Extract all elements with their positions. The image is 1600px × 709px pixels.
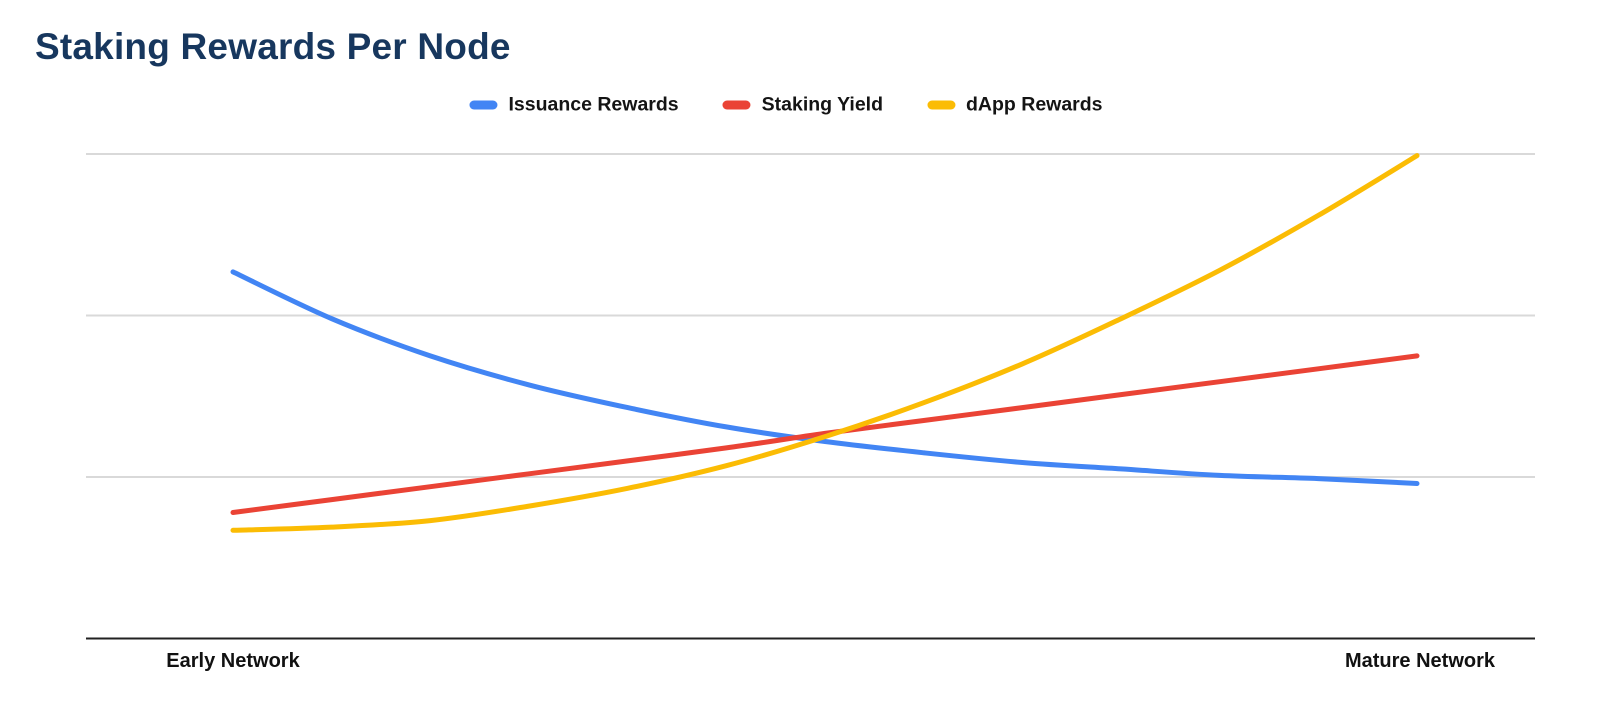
issuance-rewards-swatch-icon <box>469 100 498 110</box>
chart-title: Staking Rewards Per Node <box>35 26 511 67</box>
dapp-rewards-swatch-icon <box>927 100 956 110</box>
legend-item-dapp-rewards: dApp Rewards <box>927 94 1103 117</box>
legend-item-staking-yield: Staking Yield <box>722 93 884 117</box>
legend-label-staking-yield: Staking Yield <box>761 93 884 116</box>
legend-item-issuance-rewards: Issuance Rewards <box>469 93 679 117</box>
x-axis-label-mature-network: Mature Network <box>1344 650 1496 672</box>
chart-legend: Issuance Rewards Staking Yield dApp Rewa… <box>469 93 1103 117</box>
series-line-dapp-rewards <box>230 153 1420 533</box>
x-axis-label-early-network: Early Network <box>166 650 300 672</box>
staking-yield-swatch-icon <box>722 100 751 110</box>
legend-label-issuance-rewards: Issuance Rewards <box>508 93 679 116</box>
legend-label-dapp-rewards: dApp Rewards <box>966 93 1103 116</box>
series-line-staking-yield <box>230 353 1420 515</box>
